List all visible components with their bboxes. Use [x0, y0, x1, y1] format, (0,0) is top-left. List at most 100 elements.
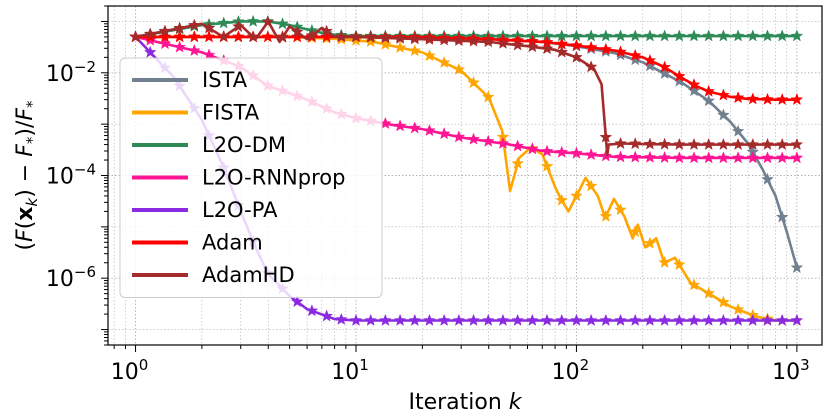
data-point-marker: [614, 203, 627, 216]
data-point-marker: [143, 33, 157, 46]
data-point-marker: [658, 313, 671, 326]
data-point-marker: [584, 313, 598, 326]
data-point-marker: [452, 130, 466, 143]
data-point-marker: [217, 29, 231, 43]
data-point-marker: [511, 38, 525, 51]
data-point-marker: [437, 127, 451, 140]
data-point-marker: [349, 30, 363, 43]
series-adamhd: [129, 15, 804, 157]
data-point-marker: [540, 144, 554, 157]
data-point-marker: [496, 313, 510, 326]
data-point-marker: [746, 151, 760, 164]
data-point-marker: [349, 313, 363, 326]
data-point-marker: [628, 137, 642, 150]
data-point-marker: [379, 37, 392, 50]
data-point-marker: [614, 45, 627, 58]
data-point-marker: [687, 78, 701, 91]
legend-label-l2o-dm: L2O-DM: [202, 133, 286, 157]
data-point-marker: [423, 49, 436, 62]
data-point-marker: [628, 53, 642, 66]
data-point-marker: [687, 313, 701, 326]
data-point-marker: [761, 313, 774, 326]
data-point-marker: [658, 255, 671, 268]
data-point-marker: [731, 151, 745, 164]
data-point-marker: [775, 29, 789, 42]
data-point-marker: [643, 137, 657, 150]
data-point-marker: [452, 313, 466, 326]
data-point-marker: [746, 29, 760, 42]
data-point-marker: [702, 84, 716, 97]
data-point-marker: [525, 142, 539, 155]
data-point-marker: [658, 29, 671, 42]
data-point-marker: [305, 28, 319, 41]
data-point-marker: [173, 30, 187, 43]
data-point-marker: [775, 210, 789, 223]
data-point-marker: [511, 313, 525, 326]
data-point-marker: [614, 150, 627, 163]
data-point-marker: [584, 40, 598, 53]
data-point-marker: [496, 136, 510, 149]
data-point-marker: [643, 53, 657, 66]
data-point-marker: [511, 156, 525, 169]
data-point-marker: [143, 45, 157, 58]
data-point-marker: [290, 294, 304, 308]
data-point-marker: [393, 31, 407, 44]
data-point-marker: [158, 24, 172, 37]
data-point-marker: [187, 18, 201, 31]
data-point-marker: [467, 313, 480, 326]
data-point-marker: [702, 29, 716, 42]
x-tick-label: 102: [552, 356, 590, 385]
data-point-marker: [364, 30, 378, 43]
data-point-marker: [687, 151, 701, 164]
data-point-marker: [261, 30, 275, 43]
data-point-marker: [731, 91, 745, 104]
data-point-marker: [731, 313, 745, 326]
data-point-marker: [570, 189, 583, 202]
data-point-marker: [599, 130, 613, 143]
data-point-marker: [158, 37, 172, 50]
data-point-marker: [437, 33, 451, 46]
legend-label-adam: Adam: [202, 231, 263, 255]
data-point-marker: [202, 30, 216, 43]
data-point-marker: [672, 257, 686, 271]
data-point-marker: [276, 30, 289, 43]
data-point-marker: [481, 35, 495, 48]
data-point-marker: [555, 45, 569, 58]
data-point-marker: [187, 43, 201, 57]
data-point-marker: [672, 69, 686, 82]
data-point-marker: [790, 151, 804, 164]
data-point-marker: [173, 21, 187, 34]
data-point-marker: [232, 19, 245, 33]
data-point-marker: [658, 150, 671, 164]
legend-label-l2o-pa: L2O-PA: [202, 198, 278, 222]
data-point-marker: [687, 137, 701, 151]
x-tick-label: 103: [772, 356, 810, 385]
y-tick-label: 10−2: [46, 58, 96, 87]
data-point-marker: [599, 149, 613, 162]
data-point-marker: [525, 40, 539, 53]
data-point-marker: [790, 92, 804, 106]
data-point-marker: [555, 193, 569, 206]
data-point-marker: [790, 260, 804, 274]
data-point-marker: [658, 137, 672, 150]
data-point-marker: [761, 92, 774, 105]
data-point-marker: [437, 313, 451, 326]
data-point-marker: [584, 179, 598, 192]
legend-label-l2o-rnnprop: L2O-RNNprop: [202, 166, 345, 190]
data-point-marker: [467, 132, 480, 145]
data-point-marker: [672, 313, 686, 326]
data-point-marker: [379, 31, 392, 44]
data-point-marker: [481, 90, 495, 103]
data-point-marker: [614, 29, 627, 42]
data-point-marker: [570, 50, 583, 63]
data-point-marker: [628, 48, 642, 61]
data-point-marker: [246, 14, 260, 27]
data-point-marker: [452, 33, 466, 47]
data-point-marker: [320, 24, 333, 37]
x-axis-label: Iteration k: [408, 390, 522, 415]
data-point-marker: [599, 29, 613, 42]
data-point-marker: [746, 313, 760, 326]
data-point-marker: [570, 29, 583, 42]
